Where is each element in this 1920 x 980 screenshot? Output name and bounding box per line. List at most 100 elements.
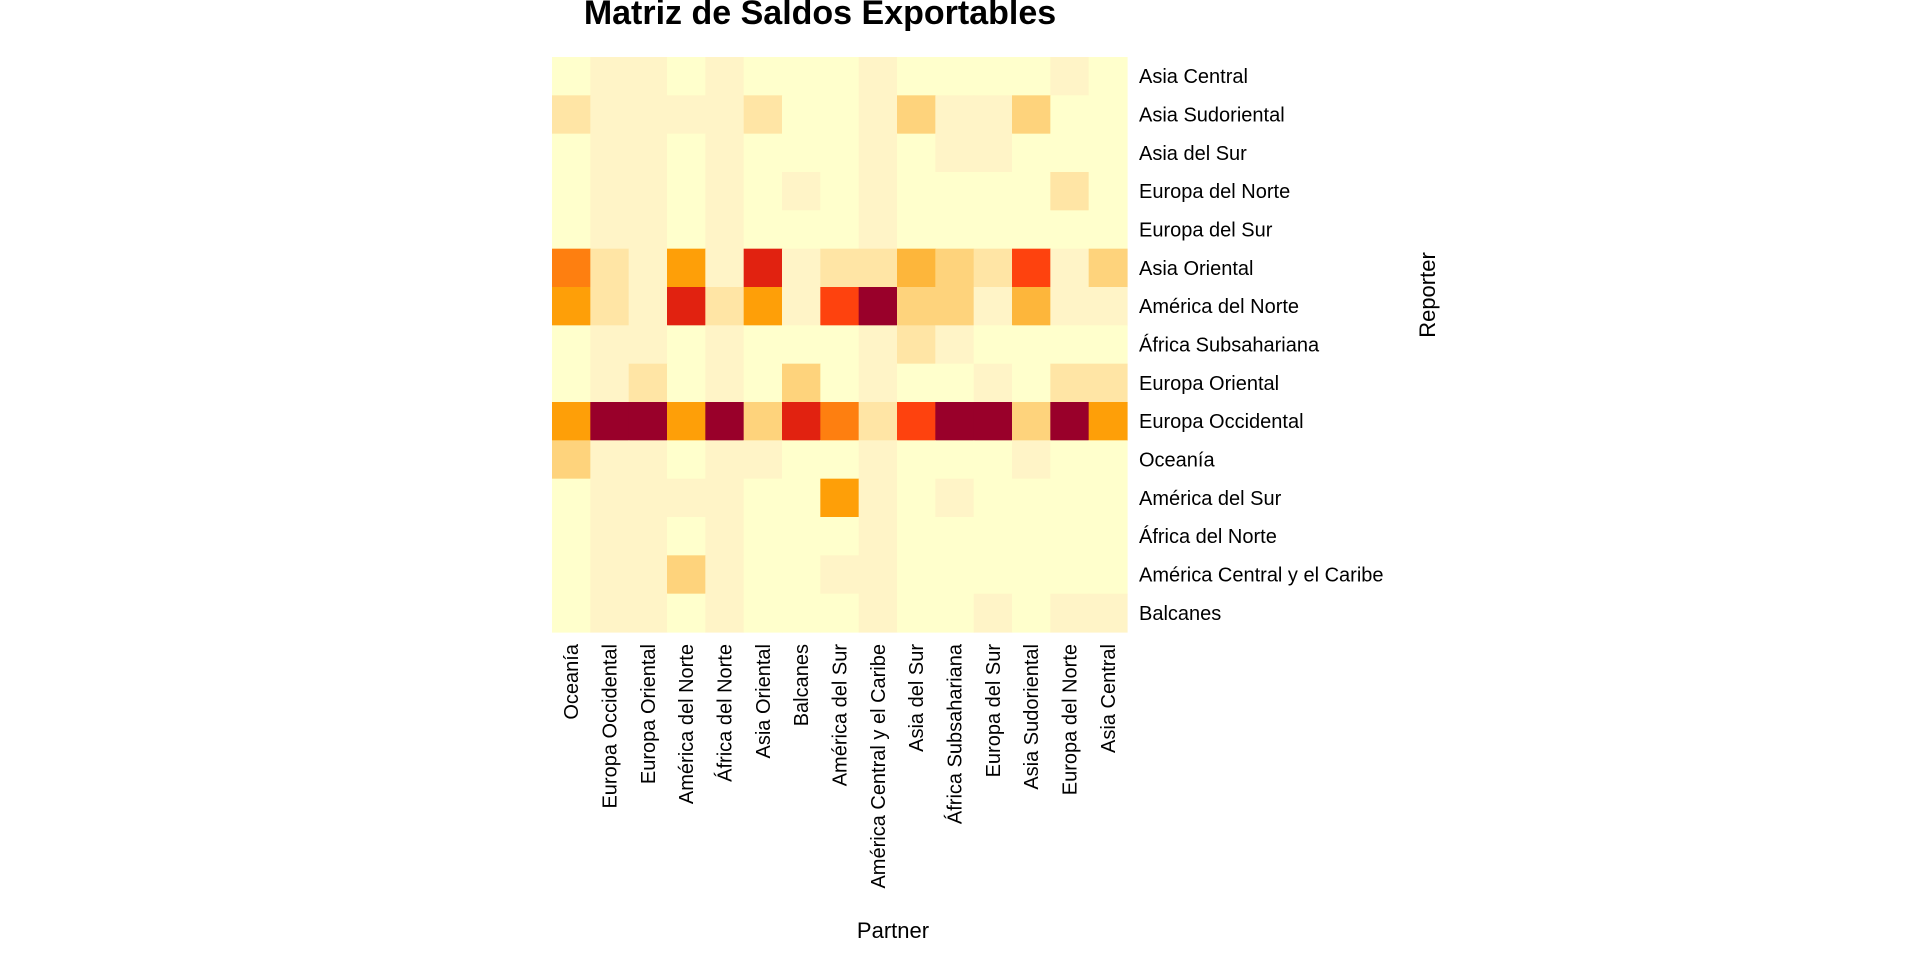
y-axis-label: Reporter (1415, 252, 1440, 338)
heatmap-cell-r12-c13 (1050, 517, 1090, 556)
heatmap-cell-r13-c14 (1088, 555, 1128, 595)
heatmap-cell-r4-c3 (667, 210, 706, 250)
x-tick-label-europa-del-norte: Europa del Norte (1060, 644, 1082, 795)
heatmap-cell-r11-c7 (820, 478, 860, 518)
heatmap-cell-r3-c4 (705, 172, 745, 211)
x-tick-label-africa-subsahariana: África Subsahariana (944, 643, 967, 824)
heatmap-cell-r5-c8 (858, 248, 898, 288)
chart-title: Matriz de Saldos Exportables (584, 0, 1056, 32)
heatmap-cell-r14-c11 (973, 593, 1013, 633)
heatmap-cell-r2-c8 (858, 133, 898, 173)
heatmap-cell-r9-c13 (1050, 402, 1090, 441)
y-tick-label-africa-subsahariana: África Subsahariana (1139, 334, 1320, 357)
heatmap-cell-r7-c3 (667, 325, 706, 365)
heatmap-cell-r2-c0 (552, 133, 591, 173)
heatmap-cell-r1-c10 (935, 95, 975, 135)
heatmap-cell-r2-c9 (897, 133, 936, 173)
heatmap-cell-r11-c3 (667, 478, 706, 518)
heatmap-cell-r11-c14 (1088, 478, 1128, 518)
heatmap-cell-r0-c12 (1012, 57, 1051, 96)
heatmap-cell-r1-c1 (590, 95, 630, 135)
heatmap-cell-r11-c9 (897, 478, 936, 518)
x-tick-label-africa-del-norte: África del Norte (714, 644, 737, 782)
heatmap-cell-r5-c14 (1088, 248, 1128, 288)
heatmap-cell-r7-c5 (743, 325, 783, 365)
heatmap-cell-r7-c2 (628, 325, 668, 365)
heatmap-cell-r0-c9 (897, 57, 936, 96)
heatmap-cell-r8-c9 (897, 363, 936, 403)
heatmap-cell-r0-c5 (743, 57, 783, 96)
heatmap-cell-r7-c7 (820, 325, 860, 365)
y-tick-label-asia-central: Asia Central (1139, 66, 1248, 88)
heatmap-cell-r7-c1 (590, 325, 630, 365)
heatmap-cell-r8-c0 (552, 363, 591, 403)
heatmap-cell-r12-c0 (552, 517, 591, 556)
x-tick-label-asia-del-sur: Asia del Sur (906, 644, 928, 752)
heatmap-cells (552, 57, 1128, 633)
x-tick-label-oceania: Oceanía (561, 643, 583, 719)
heatmap-cell-r6-c14 (1088, 287, 1128, 326)
heatmap-cell-r9-c11 (973, 402, 1013, 441)
heatmap-cell-r13-c11 (973, 555, 1013, 595)
heatmap-cell-r8-c7 (820, 363, 860, 403)
x-tick-labels: Oceanía Europa Occidental Europa Oriental A… (561, 643, 1120, 888)
heatmap-cell-r13-c6 (782, 555, 821, 595)
heatmap-cell-r9-c2 (628, 402, 668, 441)
heatmap-cell-r6-c13 (1050, 287, 1090, 326)
heatmap-cell-r6-c4 (705, 287, 745, 326)
heatmap-cell-r2-c7 (820, 133, 860, 173)
heatmap-cell-r10-c5 (743, 440, 783, 480)
heatmap-cell-r5-c2 (628, 248, 668, 288)
x-tick-label-asia-central: Asia Central (1098, 644, 1120, 753)
y-tick-label-oceania: Oceanía (1139, 450, 1215, 472)
heatmap-cell-r5-c13 (1050, 248, 1090, 288)
heatmap-cell-r4-c12 (1012, 210, 1051, 250)
heatmap-cell-r11-c6 (782, 478, 821, 518)
heatmap-cell-r4-c13 (1050, 210, 1090, 250)
heatmap-cell-r1-c13 (1050, 95, 1090, 135)
heatmap-cell-r0-c6 (782, 57, 821, 96)
heatmap-cell-r7-c8 (858, 325, 898, 365)
heatmap-cell-r1-c0 (552, 95, 591, 135)
heatmap-cell-r7-c12 (1012, 325, 1051, 365)
heatmap-cell-r0-c1 (590, 57, 630, 96)
heatmap-cell-r8-c6 (782, 363, 821, 403)
heatmap-cell-r10-c11 (973, 440, 1013, 480)
heatmap-cell-r14-c13 (1050, 593, 1090, 633)
heatmap-cell-r1-c2 (628, 95, 668, 135)
x-tick-label-asia-oriental: Asia Oriental (753, 644, 775, 759)
heatmap-cell-r6-c1 (590, 287, 630, 326)
heatmap-cell-r0-c13 (1050, 57, 1090, 96)
heatmap-cell-r8-c11 (973, 363, 1013, 403)
heatmap-cell-r4-c8 (858, 210, 898, 250)
heatmap-cell-r3-c14 (1088, 172, 1128, 211)
heatmap-cell-r12-c3 (667, 517, 706, 556)
heatmap-cell-r2-c13 (1050, 133, 1090, 173)
y-tick-label-america-del-sur: América del Sur (1139, 488, 1282, 510)
heatmap-cell-r13-c10 (935, 555, 975, 595)
heatmap-cell-r1-c8 (858, 95, 898, 135)
heatmap-cell-r10-c14 (1088, 440, 1128, 480)
heatmap-cell-r7-c11 (973, 325, 1013, 365)
heatmap-cell-r12-c12 (1012, 517, 1051, 556)
heatmap-cell-r13-c8 (858, 555, 898, 595)
heatmap-cell-r8-c2 (628, 363, 668, 403)
heatmap-cell-r12-c14 (1088, 517, 1128, 556)
heatmap-cell-r0-c11 (973, 57, 1013, 96)
heatmap-cell-r12-c10 (935, 517, 975, 556)
heatmap-cell-r8-c5 (743, 363, 783, 403)
heatmap-cell-r1-c14 (1088, 95, 1128, 135)
heatmap-cell-r14-c5 (743, 593, 783, 633)
heatmap-cell-r3-c5 (743, 172, 783, 211)
heatmap-cell-r11-c5 (743, 478, 783, 518)
heatmap-cell-r8-c10 (935, 363, 975, 403)
heatmap-cell-r12-c11 (973, 517, 1013, 556)
heatmap-cell-r10-c4 (705, 440, 745, 480)
heatmap-cell-r9-c10 (935, 402, 975, 441)
heatmap-cell-r4-c6 (782, 210, 821, 250)
heatmap-cell-r5-c0 (552, 248, 591, 288)
heatmap-cell-r14-c10 (935, 593, 975, 633)
heatmap-cell-r14-c7 (820, 593, 860, 633)
heatmap-cell-r4-c11 (973, 210, 1013, 250)
heatmap-cell-r11-c8 (858, 478, 898, 518)
